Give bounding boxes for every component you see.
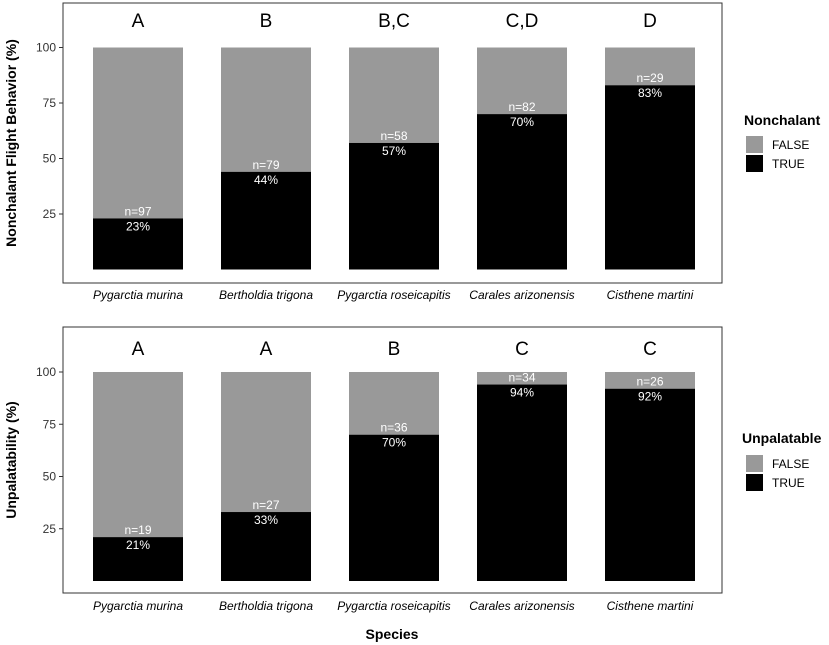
x-tick-label: Cisthene martini bbox=[607, 599, 694, 613]
legend-swatch-true bbox=[746, 155, 763, 172]
bar-true-segment bbox=[605, 85, 695, 270]
panel-frame bbox=[62, 2, 723, 284]
x-tick-label: Pygarctia roseicapitis bbox=[337, 599, 450, 613]
x-tick-label: Carales arizonensis bbox=[469, 599, 574, 613]
x-axis-label: Species bbox=[366, 626, 419, 642]
legend-label-true: TRUE bbox=[772, 476, 805, 490]
bar-true-segment bbox=[93, 537, 183, 581]
legend-label-false: FALSE bbox=[772, 138, 809, 152]
x-ticks: Pygarctia murina Bertholdia trigona Pygarc… bbox=[93, 599, 694, 613]
panel-unpalatable: Unpalatability (%) n=1921%An=2733%An=367… bbox=[3, 326, 822, 613]
significance-letter: B,C bbox=[378, 11, 410, 32]
panel-frame bbox=[62, 326, 723, 594]
bar-true-segment bbox=[93, 218, 183, 270]
legend-title: Unpalatable bbox=[742, 430, 822, 446]
y-tick-label: 50 bbox=[43, 152, 57, 166]
y-tick-label: 100 bbox=[36, 41, 56, 55]
bar-true-segment bbox=[477, 114, 567, 270]
x-tick-label: Cisthene martini bbox=[607, 288, 694, 302]
x-tick-label: Bertholdia trigona bbox=[219, 288, 313, 302]
bar-true-segment bbox=[349, 142, 439, 270]
y-ticks: 25 50 75 100 bbox=[36, 41, 63, 221]
legend-unpalatable: Unpalatable FALSE TRUE bbox=[742, 430, 822, 491]
y-tick-label: 75 bbox=[43, 417, 57, 431]
legend-title: Nonchalant bbox=[744, 112, 821, 128]
y-axis-label: Nonchalant Flight Behavior (%) bbox=[3, 39, 19, 247]
x-tick-label: Pygarctia roseicapitis bbox=[337, 288, 450, 302]
bar-false-segment bbox=[349, 372, 439, 435]
significance-letter: D bbox=[643, 11, 657, 32]
x-ticks: Pygarctia murina Bertholdia trigona Pygarc… bbox=[93, 288, 694, 302]
legend-label-false: FALSE bbox=[772, 457, 809, 471]
n-label: n=82 bbox=[508, 100, 535, 114]
n-label: n=27 bbox=[252, 498, 279, 512]
bar-false-segment bbox=[93, 372, 183, 538]
percent-label: 92% bbox=[638, 390, 662, 404]
n-label: n=19 bbox=[124, 523, 151, 537]
percent-label: 44% bbox=[254, 173, 278, 187]
n-label: n=58 bbox=[380, 129, 407, 143]
n-label: n=34 bbox=[508, 371, 535, 385]
bar-false-segment bbox=[605, 47, 695, 86]
legend-swatch-true bbox=[746, 474, 763, 491]
significance-letter: C bbox=[515, 339, 529, 360]
y-tick-label: 25 bbox=[43, 522, 57, 536]
n-label: n=29 bbox=[636, 71, 663, 85]
y-tick-label: 100 bbox=[36, 365, 56, 379]
legend-swatch-false bbox=[746, 455, 763, 472]
x-tick-label: Pygarctia murina bbox=[93, 288, 183, 302]
bar-false-segment bbox=[221, 47, 311, 172]
bar-true-segment bbox=[605, 388, 695, 581]
x-tick-label: Carales arizonensis bbox=[469, 288, 574, 302]
n-label: n=79 bbox=[252, 158, 279, 172]
bar-true-segment bbox=[221, 171, 311, 270]
significance-letter: B bbox=[388, 339, 401, 360]
percent-label: 70% bbox=[382, 436, 406, 450]
significance-letter: A bbox=[132, 339, 145, 360]
legend-nonchalant: Nonchalant FALSE TRUE bbox=[744, 112, 821, 172]
y-ticks: 25 50 75 100 bbox=[36, 365, 63, 536]
percent-label: 57% bbox=[382, 144, 406, 158]
percent-label: 70% bbox=[510, 115, 534, 129]
percent-label: 21% bbox=[126, 538, 150, 552]
bar-true-segment bbox=[349, 434, 439, 581]
bar-false-segment bbox=[93, 47, 183, 219]
significance-letter: C,D bbox=[506, 11, 539, 32]
n-label: n=26 bbox=[636, 375, 663, 389]
y-tick-label: 50 bbox=[43, 470, 57, 484]
bar-false-segment bbox=[477, 372, 567, 385]
legend-swatch-false bbox=[746, 136, 763, 153]
percent-label: 94% bbox=[510, 386, 534, 400]
significance-letter: A bbox=[260, 339, 273, 360]
bar-true-segment bbox=[221, 512, 311, 581]
bar-true-segment bbox=[477, 384, 567, 581]
x-tick-label: Pygarctia murina bbox=[93, 599, 183, 613]
n-label: n=36 bbox=[380, 421, 407, 435]
legend-label-true: TRUE bbox=[772, 157, 805, 171]
y-axis-label: Unpalatability (%) bbox=[3, 401, 19, 518]
bar-false-segment bbox=[349, 47, 439, 143]
significance-letter: A bbox=[132, 11, 145, 32]
bar-false-segment bbox=[477, 47, 567, 115]
y-tick-label: 25 bbox=[43, 207, 57, 221]
percent-label: 23% bbox=[126, 219, 150, 233]
x-tick-label: Bertholdia trigona bbox=[219, 599, 313, 613]
significance-letter: B bbox=[260, 11, 273, 32]
significance-letter: C bbox=[643, 339, 657, 360]
y-tick-label: 75 bbox=[43, 96, 57, 110]
bar-false-segment bbox=[221, 372, 311, 513]
n-label: n=97 bbox=[124, 204, 151, 218]
percent-label: 33% bbox=[254, 513, 278, 527]
percent-label: 83% bbox=[638, 86, 662, 100]
bar-false-segment bbox=[605, 372, 695, 389]
